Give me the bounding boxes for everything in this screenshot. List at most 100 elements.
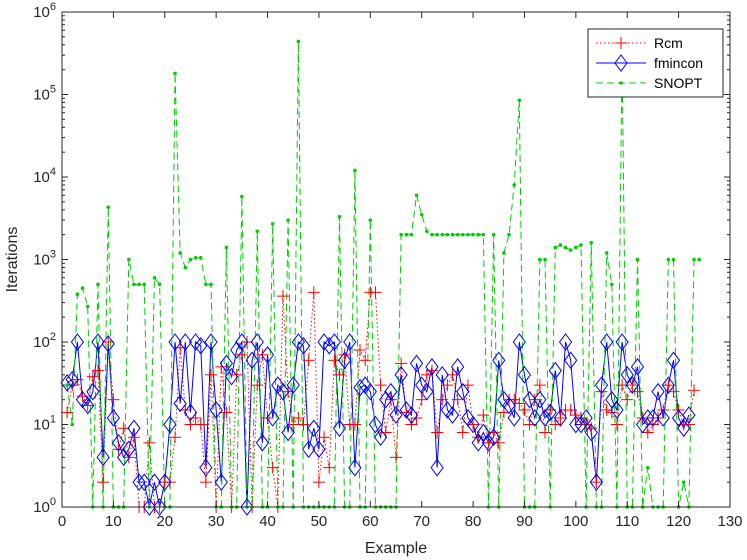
snopt-point [502, 251, 506, 255]
fmincon-point [553, 409, 568, 427]
snopt-point [414, 193, 419, 198]
fmincon-point [630, 358, 645, 376]
fmincon-point [332, 419, 347, 438]
rcm-point [318, 431, 331, 444]
snopt-point [65, 383, 69, 387]
legend-label-snopt: SNOPT [654, 75, 703, 91]
snopt-point [399, 232, 403, 237]
fmincon-point [656, 409, 670, 427]
rcm-point [61, 406, 74, 419]
fmincon-point [353, 378, 367, 397]
y-tick-label: 103 [33, 249, 56, 269]
legend-rcm-point [615, 37, 627, 49]
snopt-point [85, 304, 90, 309]
snopt-point [697, 257, 701, 262]
rcm-point [107, 393, 120, 406]
rcm-point [354, 343, 367, 356]
rcm-point [220, 406, 233, 419]
rcm-point [143, 436, 156, 449]
snopt-point [96, 282, 100, 287]
fmincon-point [281, 423, 295, 442]
snopt-point [137, 282, 141, 287]
rcm-point [256, 348, 269, 361]
fmincon-point [661, 376, 675, 394]
fmincon-point [219, 354, 234, 373]
fmincon-point [245, 351, 259, 370]
series-markers [60, 39, 701, 516]
fmincon-point [579, 409, 593, 427]
rcm-point [199, 476, 212, 489]
fmincon-point [466, 415, 480, 434]
fmincon-point [368, 415, 383, 434]
rcm-point [302, 354, 315, 367]
snopt-point [553, 245, 558, 250]
x-axis-ticks: 0 10 20 30 40 50 60 70 80 90 100 110 120 130 [58, 12, 743, 530]
legend-snopt-point [619, 81, 623, 85]
rcm-point [590, 476, 603, 489]
snopt-point [681, 480, 686, 484]
fmincon-point [384, 382, 398, 401]
fmincon-point [122, 440, 136, 459]
snopt-point [80, 286, 85, 290]
snopt-point [604, 251, 609, 255]
x-tick-label: 120 [666, 513, 691, 530]
snopt-point [127, 257, 131, 262]
rcm-point [86, 370, 99, 383]
snopt-point [152, 276, 157, 280]
fmincon-point [214, 473, 228, 491]
rcm-point [436, 393, 449, 406]
x-tick-label: 70 [413, 513, 430, 530]
rcm-point [415, 393, 428, 406]
snopt-point [296, 39, 301, 44]
fmincon-point [235, 333, 249, 351]
snopt-point [455, 232, 460, 237]
rcm-point [127, 431, 140, 444]
fmincon-point [677, 419, 691, 438]
fmincon-point [610, 401, 624, 419]
snopt-point [476, 232, 481, 237]
fmincon-point [445, 406, 460, 424]
snopt-point [255, 229, 260, 234]
snopt-point [270, 222, 275, 226]
x-tick-label: 60 [362, 513, 379, 530]
snopt-point [692, 257, 696, 262]
x-tick-label: 80 [465, 513, 482, 530]
snopt-point [512, 183, 516, 187]
fmincon-point [70, 333, 85, 351]
fmincon-point [543, 403, 557, 422]
snopt-point [589, 240, 594, 245]
fmincon-point [471, 433, 485, 452]
y-tick-label: 104 [33, 166, 56, 186]
fmincon-point [307, 419, 321, 438]
x-tick-label: 130 [717, 513, 742, 530]
fmincon-point [646, 409, 660, 427]
fmincon-point [636, 415, 650, 434]
fmincon-point [137, 473, 151, 491]
fmincon-point [594, 376, 609, 394]
fmincon-point [564, 351, 578, 370]
fmincon-point [651, 382, 665, 401]
y-axis-ticks: 100 101 102 103 104 105 106 [33, 1, 730, 516]
fmincon-point [111, 433, 126, 452]
snopt-point [337, 214, 342, 219]
snopt-point [224, 245, 229, 250]
fmincon-point [558, 333, 573, 351]
y-tick-label: 106 [33, 1, 56, 21]
fmincon-point [512, 333, 526, 351]
snopt-point [142, 282, 147, 287]
x-tick-label: 100 [563, 513, 588, 530]
rcm-point [554, 411, 567, 424]
fmincon-point [425, 358, 439, 376]
rcm-point [441, 379, 454, 392]
rcm-point [533, 379, 546, 392]
rcm-point [431, 426, 444, 439]
snopt-series-line [66, 41, 700, 508]
snopt-point [286, 218, 290, 222]
snopt-point [610, 282, 614, 287]
fmincon-point [296, 336, 311, 355]
rcm-point [333, 368, 346, 381]
snopt-point [461, 232, 465, 237]
rcm-point [518, 403, 531, 416]
fmincon-point [492, 351, 506, 370]
